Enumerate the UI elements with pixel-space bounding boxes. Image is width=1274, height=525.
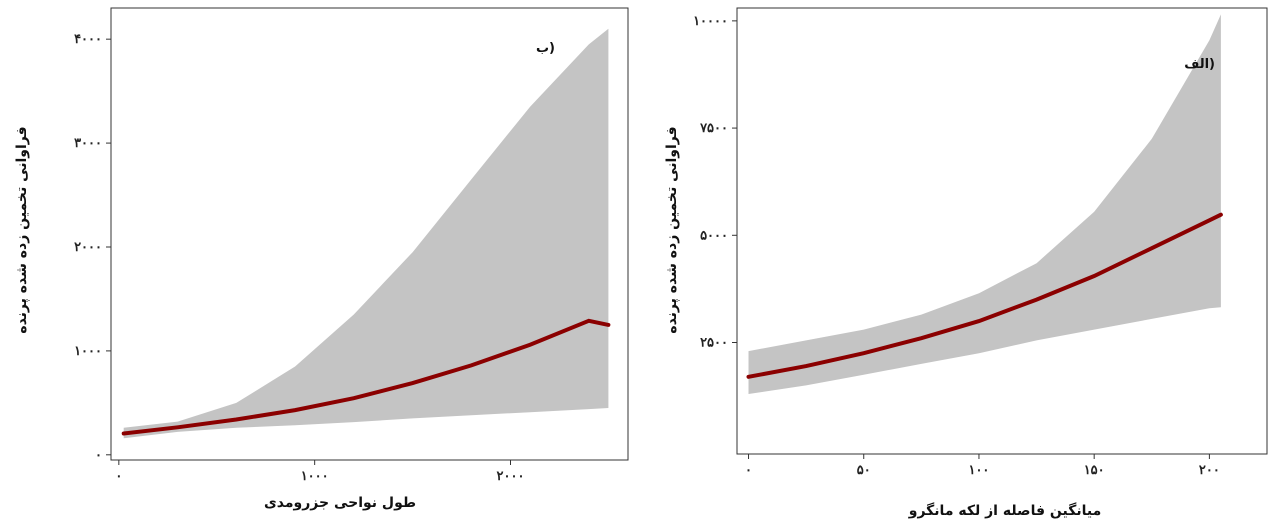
y-tick-label: ۷۵۰۰ — [699, 121, 728, 136]
panel-label: الف) — [1184, 57, 1215, 72]
y-tick-label: ۲۰۰۰ — [74, 240, 102, 255]
prediction-line — [746, 212, 1223, 379]
y-tick-label: ۳۰۰۰ — [74, 136, 102, 151]
confidence-band — [123, 28, 609, 439]
right-chart-panel: ۰ ۵۰ ۱۰۰ ۱۵۰ ۲۰۰ ۲۵۰۰ ۵۰۰۰ ۷۵۰۰ ۱۰۰۰۰ الف) میان… — [664, 7, 1268, 519]
y-tick-label: ۴۰۰۰ — [74, 32, 102, 47]
x-tick-label: ۱۰۰ — [968, 463, 989, 478]
x-axis: ۰ ۱۰۰۰ ۲۰۰۰ — [115, 460, 524, 484]
y-tick-label: ۲۵۰۰ — [700, 336, 728, 351]
prediction-line — [121, 318, 611, 436]
x-axis-title: میانگین فاصله از لکه مانگرو — [908, 502, 1102, 519]
x-tick-label: ۰ — [745, 463, 752, 478]
y-axis-title: فراوانی تخمین زده شده پرنده — [14, 126, 30, 333]
y-tick-label: ۱۰۰۰ — [74, 344, 102, 359]
x-tick-label: ۲۰۰ — [1199, 463, 1220, 478]
plot-frame — [110, 7, 629, 461]
y-axis-title: فراوانی تخمین زده شده پرنده — [664, 126, 680, 333]
y-axis: ۰ ۱۰۰۰ ۲۰۰۰ ۳۰۰۰ ۴۰۰۰ — [74, 32, 111, 463]
left-chart-panel: ۰ ۱۰۰۰ ۲۰۰۰ ۰ ۱۰۰۰ ۲۰۰۰ ۳۰۰۰ ۴۰۰۰ ب) طول نواحی… — [14, 7, 629, 511]
x-tick-label: ۰ — [115, 469, 122, 484]
x-axis-title: طول نواحی جزرومدی — [264, 495, 416, 511]
x-tick-label: ۱۵۰ — [1084, 463, 1105, 478]
confidence-band — [748, 14, 1221, 395]
y-tick-label: ۱۰۰۰۰ — [693, 14, 728, 29]
y-tick-label: ۰ — [95, 448, 102, 463]
panel-label: ب) — [536, 41, 555, 56]
plot-frame — [736, 7, 1268, 455]
x-tick-label: ۵۰ — [857, 463, 871, 478]
x-axis: ۰ ۵۰ ۱۰۰ ۱۵۰ ۲۰۰ — [745, 454, 1220, 478]
y-axis: ۲۵۰۰ ۵۰۰۰ ۷۵۰۰ ۱۰۰۰۰ — [693, 14, 737, 351]
y-tick-label: ۵۰۰۰ — [700, 228, 728, 243]
x-tick-label: ۱۰۰۰ — [301, 469, 329, 484]
x-tick-label: ۲۰۰۰ — [497, 469, 525, 484]
